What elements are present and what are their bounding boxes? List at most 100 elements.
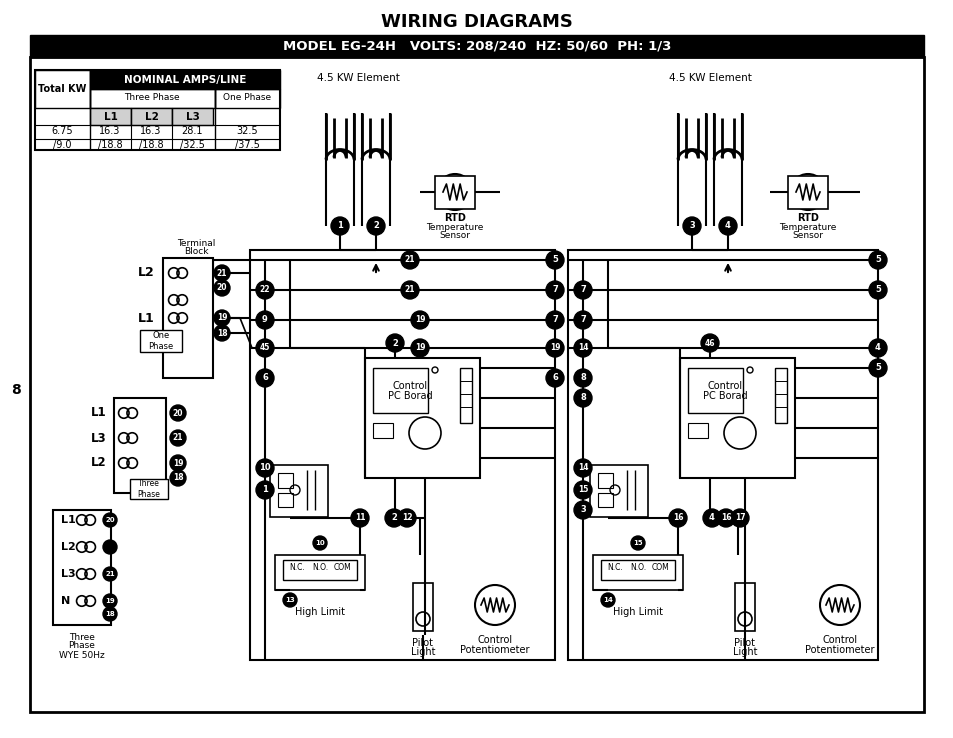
Text: 19: 19 (172, 458, 183, 467)
Text: PC Borad: PC Borad (387, 391, 432, 401)
Circle shape (255, 481, 274, 499)
Text: L3: L3 (91, 432, 107, 444)
Circle shape (331, 217, 349, 235)
Bar (131, 108, 172, 125)
Circle shape (255, 369, 274, 387)
Bar (373, 423, 393, 438)
Bar (270, 465, 328, 517)
Text: 5: 5 (874, 286, 880, 294)
Bar (787, 176, 827, 209)
Text: L2: L2 (61, 542, 75, 552)
Text: Phase: Phase (69, 641, 95, 650)
Text: 5: 5 (874, 255, 880, 264)
Text: 18: 18 (172, 474, 183, 483)
Text: L1: L1 (91, 407, 107, 419)
Text: 8: 8 (11, 383, 21, 397)
Text: MODEL EG-24H   VOLTS: 208/240  HZ: 50/60  PH: 1/3: MODEL EG-24H VOLTS: 208/240 HZ: 50/60 PH… (282, 40, 671, 52)
Text: 14: 14 (602, 597, 612, 603)
Text: 19: 19 (415, 316, 425, 325)
Text: Sensor: Sensor (792, 230, 822, 240)
Text: 21: 21 (216, 269, 227, 277)
Text: 28.1: 28.1 (181, 126, 203, 136)
Text: 20: 20 (216, 283, 227, 292)
Text: 18: 18 (105, 611, 114, 617)
Text: Three: Three (69, 632, 95, 641)
Text: 13: 13 (285, 597, 294, 603)
Text: N: N (61, 596, 71, 606)
Text: Terminal: Terminal (176, 238, 215, 247)
Circle shape (103, 540, 117, 554)
Text: High Limit: High Limit (613, 607, 662, 617)
Bar (90, 89, 214, 108)
Bar (373, 368, 428, 413)
Bar (283, 560, 356, 580)
Text: Temperature: Temperature (779, 222, 836, 232)
Text: 9: 9 (262, 316, 268, 325)
Circle shape (868, 281, 886, 299)
Bar (687, 423, 707, 438)
Circle shape (213, 265, 230, 281)
Circle shape (702, 509, 720, 527)
Circle shape (103, 567, 117, 581)
Text: Three
Phase: Three Phase (137, 479, 160, 499)
Text: 14: 14 (578, 343, 588, 353)
Text: 16.3: 16.3 (140, 126, 161, 136)
Text: 20: 20 (172, 409, 183, 418)
Text: 16.3: 16.3 (99, 126, 121, 136)
Text: High Limit: High Limit (294, 607, 345, 617)
Text: 18: 18 (216, 328, 227, 337)
Bar (598, 473, 613, 488)
Circle shape (668, 509, 686, 527)
Text: Control: Control (707, 381, 741, 391)
Text: /18.8: /18.8 (138, 140, 163, 150)
Text: NOMINAL AMPS/LINE: NOMINAL AMPS/LINE (124, 75, 246, 84)
Text: Three Phase: Three Phase (124, 94, 179, 103)
Bar (593, 555, 682, 590)
Bar (567, 250, 877, 660)
Circle shape (103, 513, 117, 527)
Circle shape (574, 311, 592, 329)
Circle shape (730, 509, 748, 527)
Text: 15: 15 (578, 486, 588, 494)
Bar (459, 368, 472, 423)
Text: /18.8: /18.8 (97, 140, 122, 150)
Text: PC Borad: PC Borad (702, 391, 746, 401)
Circle shape (574, 369, 592, 387)
Text: 2: 2 (392, 339, 397, 348)
Text: Block: Block (184, 246, 208, 255)
Bar (250, 250, 555, 660)
Text: 16: 16 (720, 514, 731, 523)
Text: 4: 4 (708, 514, 714, 523)
Circle shape (600, 593, 615, 607)
Text: Pilot: Pilot (412, 638, 433, 648)
Text: Control: Control (821, 635, 857, 645)
Bar (140, 330, 182, 352)
Circle shape (868, 359, 886, 377)
Circle shape (717, 509, 734, 527)
Bar (35, 70, 90, 108)
Circle shape (213, 310, 230, 326)
Text: 4: 4 (874, 343, 880, 353)
Bar (274, 555, 365, 590)
Circle shape (574, 339, 592, 357)
Text: 21: 21 (105, 571, 114, 577)
Circle shape (103, 594, 117, 608)
Text: 7: 7 (579, 316, 585, 325)
Circle shape (255, 459, 274, 477)
Bar (277, 493, 293, 507)
Text: /37.5: /37.5 (234, 140, 259, 150)
Bar (53, 510, 111, 625)
Bar (277, 473, 293, 488)
Text: L1: L1 (138, 311, 154, 325)
Bar (35, 70, 280, 150)
Text: N.O.: N.O. (629, 562, 645, 571)
Circle shape (400, 251, 418, 269)
Circle shape (283, 593, 296, 607)
Circle shape (574, 389, 592, 407)
Text: 2: 2 (391, 514, 396, 523)
Circle shape (255, 281, 274, 299)
Bar (113, 398, 166, 493)
Text: 21: 21 (404, 286, 415, 294)
Text: Control: Control (476, 635, 512, 645)
Text: 19: 19 (105, 598, 114, 604)
